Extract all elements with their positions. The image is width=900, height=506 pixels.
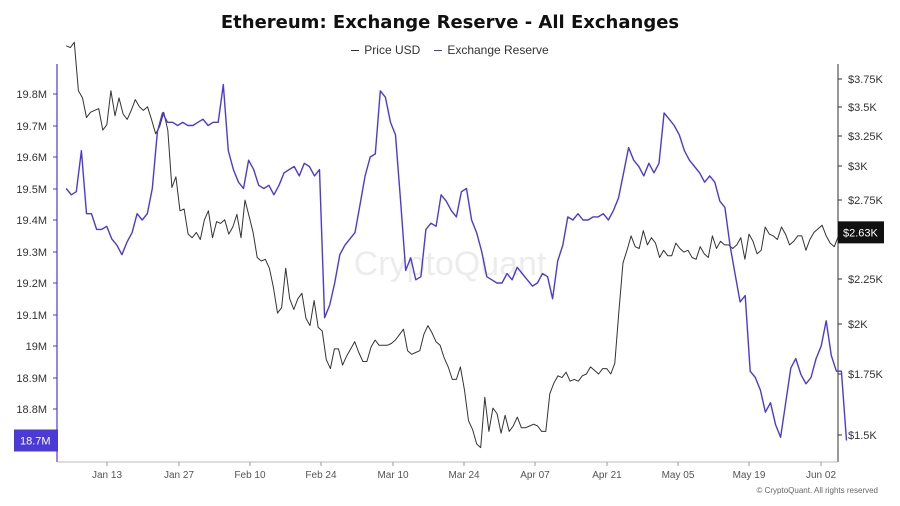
x-tick-label: May 05	[662, 470, 695, 481]
left-tick-label: 19.7M	[16, 121, 47, 133]
left-tick-label: 19.4M	[16, 215, 47, 227]
x-tick-label: Jun 02	[806, 470, 836, 481]
legend-item-price[interactable]: Price USD	[351, 43, 420, 57]
right-tick-label: $1.75K	[848, 369, 884, 381]
left-tick-label: 19.2M	[16, 278, 47, 290]
copyright-text: © CryptoQuant. All rights reserved	[756, 486, 879, 495]
x-tick-label: Feb 24	[305, 470, 337, 481]
left-tick-label: 19.1M	[16, 310, 47, 322]
left-tick-label: 18.9M	[16, 373, 47, 385]
x-tick-label: May 19	[733, 470, 766, 481]
right-tick-label: $3.25K	[848, 131, 884, 143]
chart-legend: Price USD Exchange Reserve	[0, 43, 900, 57]
x-tick-label: Jan 13	[92, 470, 122, 481]
legend-swatch-price	[351, 49, 360, 51]
right-tick-label: $2K	[848, 319, 868, 331]
legend-swatch-reserve	[434, 49, 443, 51]
legend-label-price: Price USD	[364, 43, 421, 57]
left-tick-label: 19.8M	[16, 89, 47, 101]
series-line-exchange-reserve[interactable]	[65, 83, 848, 441]
left-tick-label: 18.8M	[16, 404, 47, 416]
current-price-label: $2.63K	[843, 227, 879, 239]
x-tick-label: Apr 07	[520, 470, 550, 481]
x-tick-label: Feb 10	[234, 470, 266, 481]
right-tick-label: $2.75K	[848, 195, 884, 207]
right-tick-label: $2.25K	[848, 274, 884, 286]
right-tick-label: $1.5K	[848, 430, 877, 442]
x-tick-label: Mar 10	[377, 470, 409, 481]
x-tick-label: Jan 27	[164, 470, 194, 481]
current-price-badge	[838, 221, 884, 244]
current-reserve-badge	[14, 429, 58, 452]
right-tick-label: $3.5K	[848, 102, 877, 114]
right-tick-label: $3.75K	[848, 74, 884, 86]
series-line-price-usd[interactable]	[65, 41, 847, 449]
watermark-text: CryptoQuant	[354, 245, 547, 283]
current-reserve-label: 18.7M	[20, 436, 51, 448]
left-tick-label: 19.3M	[16, 247, 47, 259]
x-tick-label: Apr 21	[592, 470, 622, 481]
right-tick-label: $3K	[848, 161, 868, 173]
chart-title: Ethereum: Exchange Reserve - All Exchang…	[220, 12, 680, 33]
legend-item-reserve[interactable]: Exchange Reserve	[434, 43, 549, 57]
legend-label-reserve: Exchange Reserve	[447, 43, 549, 57]
x-tick-label: Mar 24	[448, 470, 480, 481]
left-tick-label: 19M	[26, 341, 47, 353]
left-tick-label: 19.5M	[16, 184, 47, 196]
left-tick-label: 19.6M	[16, 152, 47, 164]
